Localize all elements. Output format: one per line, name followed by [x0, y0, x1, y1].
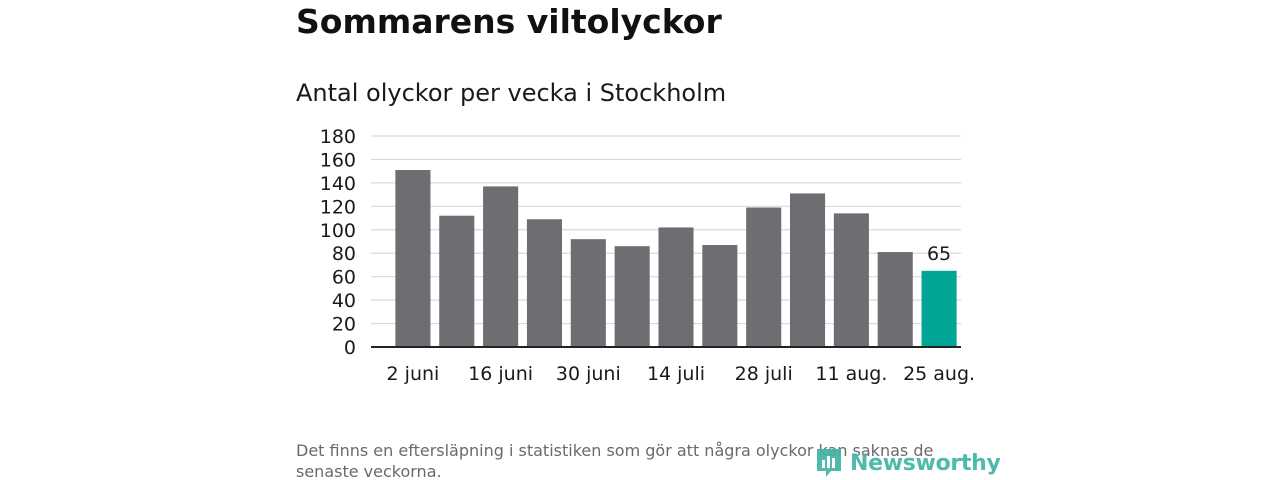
y-tick-label: 80: [332, 243, 356, 265]
newsworthy-logo: Newsworthy: [814, 446, 1001, 480]
newsworthy-logo-text: Newsworthy: [850, 450, 1001, 476]
bar: [702, 245, 738, 347]
x-tick-label: 16 juni: [468, 363, 533, 385]
y-tick-label: 180: [320, 126, 356, 148]
x-tick-label: 2 juni: [387, 363, 440, 385]
chart-title: Sommarens viltolyckor: [296, 2, 722, 41]
y-tick-label: 40: [332, 290, 356, 312]
bar: [570, 239, 606, 347]
chart-subtitle: Antal olyckor per vecka i Stockholm: [296, 79, 727, 107]
x-tick-label: 30 juni: [556, 363, 621, 385]
bar: [658, 227, 694, 347]
bar: [483, 186, 519, 347]
newsworthy-logo-icon: [817, 449, 841, 477]
y-tick-label: 140: [320, 173, 356, 195]
x-tick-label: 11 aug.: [815, 363, 887, 385]
y-tick-label: 100: [320, 220, 356, 242]
y-tick-label: 20: [332, 314, 356, 336]
data-label: 65: [927, 243, 951, 265]
y-tick-label: 120: [320, 196, 356, 218]
y-tick-label: 60: [332, 267, 356, 289]
bar: [833, 213, 869, 347]
y-tick-label: 160: [320, 149, 356, 171]
y-tick-label: 0: [344, 337, 356, 359]
bar: [614, 246, 650, 347]
highlighted-bar: [921, 270, 957, 347]
footnote: Det finns en eftersläpning i statistiken…: [296, 441, 934, 480]
x-tick-label: 25 aug.: [903, 363, 975, 385]
x-tick-label: 28 juli: [735, 363, 793, 385]
bar: [439, 215, 475, 347]
bar: [790, 193, 826, 347]
bar: [395, 169, 431, 347]
bar: [877, 252, 913, 347]
bar: [746, 207, 782, 347]
x-tick-label: 14 juli: [647, 363, 705, 385]
bar: [526, 219, 562, 347]
